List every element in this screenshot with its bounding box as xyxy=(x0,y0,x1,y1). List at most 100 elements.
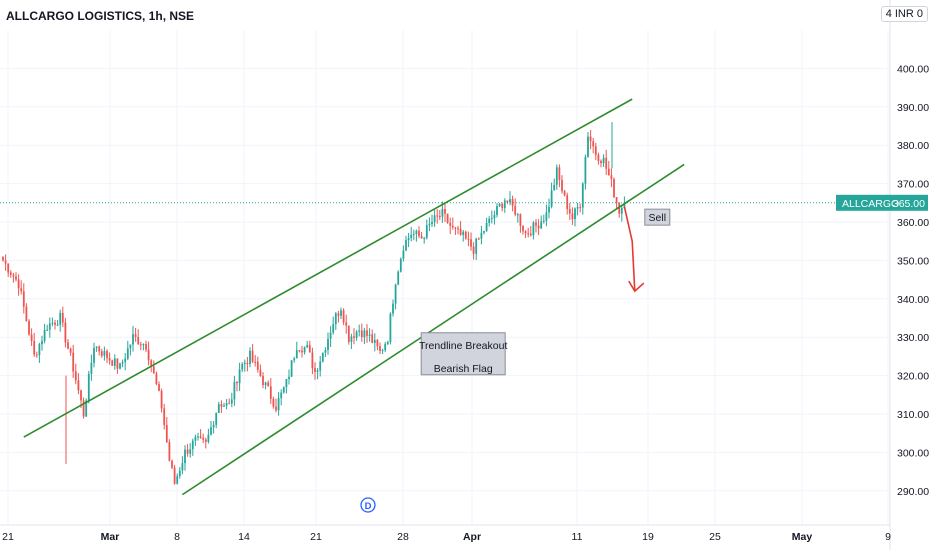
candle-down[interactable] xyxy=(563,191,566,196)
candle-up[interactable] xyxy=(490,218,493,220)
candle-down[interactable] xyxy=(111,360,114,366)
candle-down[interactable] xyxy=(158,384,160,391)
candle-up[interactable] xyxy=(334,313,337,325)
candle-up[interactable] xyxy=(576,207,579,209)
candle-down[interactable] xyxy=(366,330,368,336)
candle-down[interactable] xyxy=(467,238,470,240)
candle-down[interactable] xyxy=(236,381,238,384)
candle-up[interactable] xyxy=(238,369,241,384)
candle-down[interactable] xyxy=(77,380,80,391)
candle-down[interactable] xyxy=(470,239,472,247)
candle-up[interactable] xyxy=(51,322,54,324)
candle-up[interactable] xyxy=(87,373,90,401)
candle-up[interactable] xyxy=(38,344,41,356)
candle-up[interactable] xyxy=(319,361,322,371)
candle-down[interactable] xyxy=(454,227,457,229)
candle-up[interactable] xyxy=(587,136,589,157)
candle-down[interactable] xyxy=(67,342,69,349)
candle-up[interactable] xyxy=(119,363,121,369)
candle-up[interactable] xyxy=(56,324,59,326)
candle-down[interactable] xyxy=(535,222,537,226)
candle-down[interactable] xyxy=(262,375,264,386)
candle-down[interactable] xyxy=(168,442,171,461)
candle-up[interactable] xyxy=(428,223,431,226)
candle-up[interactable] xyxy=(407,238,410,241)
candle-down[interactable] xyxy=(165,424,168,443)
candle-up[interactable] xyxy=(381,350,384,352)
candle-up[interactable] xyxy=(241,364,244,370)
currency-button[interactable]: 4 INR 0 xyxy=(880,6,928,22)
candle-up[interactable] xyxy=(210,427,212,435)
candle-down[interactable] xyxy=(275,406,277,411)
candle-down[interactable] xyxy=(116,358,119,369)
candle-down[interactable] xyxy=(2,256,4,261)
candle-up[interactable] xyxy=(223,405,225,407)
candle-down[interactable] xyxy=(360,330,363,338)
candle-up[interactable] xyxy=(402,250,405,259)
candle-up[interactable] xyxy=(620,207,623,214)
candle-up[interactable] xyxy=(332,324,335,333)
candle-down[interactable] xyxy=(259,369,262,376)
candle-down[interactable] xyxy=(418,230,420,237)
candle-down[interactable] xyxy=(22,291,25,307)
candle-up[interactable] xyxy=(293,358,296,361)
candle-down[interactable] xyxy=(228,403,231,405)
candle-down[interactable] xyxy=(137,336,140,345)
candle-down[interactable] xyxy=(61,312,64,323)
candle-up[interactable] xyxy=(181,463,184,471)
candle-down[interactable] xyxy=(511,199,514,206)
candle-up[interactable] xyxy=(41,341,43,345)
candle-down[interactable] xyxy=(28,320,30,335)
candle-up[interactable] xyxy=(59,312,62,325)
candle-up[interactable] xyxy=(95,346,98,348)
candle-up[interactable] xyxy=(542,220,545,222)
candle-down[interactable] xyxy=(152,366,155,374)
candle-down[interactable] xyxy=(204,439,207,442)
candle-down[interactable] xyxy=(607,168,610,176)
candle-down[interactable] xyxy=(160,390,163,409)
candle-up[interactable] xyxy=(295,350,298,359)
candle-up[interactable] xyxy=(285,379,288,388)
candle-down[interactable] xyxy=(199,436,202,438)
candle-down[interactable] xyxy=(256,361,259,370)
candle-up[interactable] xyxy=(394,284,397,304)
candle-up[interactable] xyxy=(496,206,498,215)
candle-up[interactable] xyxy=(441,208,444,217)
upper-trendline[interactable] xyxy=(23,98,633,438)
candle-up[interactable] xyxy=(121,362,124,364)
candle-up[interactable] xyxy=(555,167,558,185)
candle-down[interactable] xyxy=(171,460,173,468)
candle-down[interactable] xyxy=(342,310,345,323)
candle-up[interactable] xyxy=(280,392,283,399)
candle-up[interactable] xyxy=(290,360,293,377)
candle-up[interactable] xyxy=(277,398,280,411)
candle-down[interactable] xyxy=(173,467,176,484)
candle-down[interactable] xyxy=(155,373,158,385)
candle-up[interactable] xyxy=(355,331,358,338)
candle-up[interactable] xyxy=(306,344,309,348)
candle-down[interactable] xyxy=(298,350,301,352)
candle-up[interactable] xyxy=(350,336,353,342)
candle-down[interactable] xyxy=(371,334,374,343)
candle-up[interactable] xyxy=(90,362,93,374)
candle-up[interactable] xyxy=(126,348,129,359)
candle-down[interactable] xyxy=(9,272,12,275)
candle-down[interactable] xyxy=(72,352,75,372)
candle-up[interactable] xyxy=(431,222,433,224)
candle-down[interactable] xyxy=(558,167,561,180)
candle-down[interactable] xyxy=(589,136,592,142)
candle-down[interactable] xyxy=(568,209,571,214)
candle-up[interactable] xyxy=(48,323,51,330)
candle-down[interactable] xyxy=(579,207,582,209)
candle-down[interactable] xyxy=(311,352,314,369)
candle-up[interactable] xyxy=(574,208,576,220)
candle-down[interactable] xyxy=(69,348,72,353)
candle-up[interactable] xyxy=(581,183,584,208)
candle-up[interactable] xyxy=(405,240,407,251)
candle-down[interactable] xyxy=(272,398,275,407)
candle-up[interactable] xyxy=(176,476,179,484)
candle-up[interactable] xyxy=(142,343,145,345)
candle-up[interactable] xyxy=(43,329,46,342)
